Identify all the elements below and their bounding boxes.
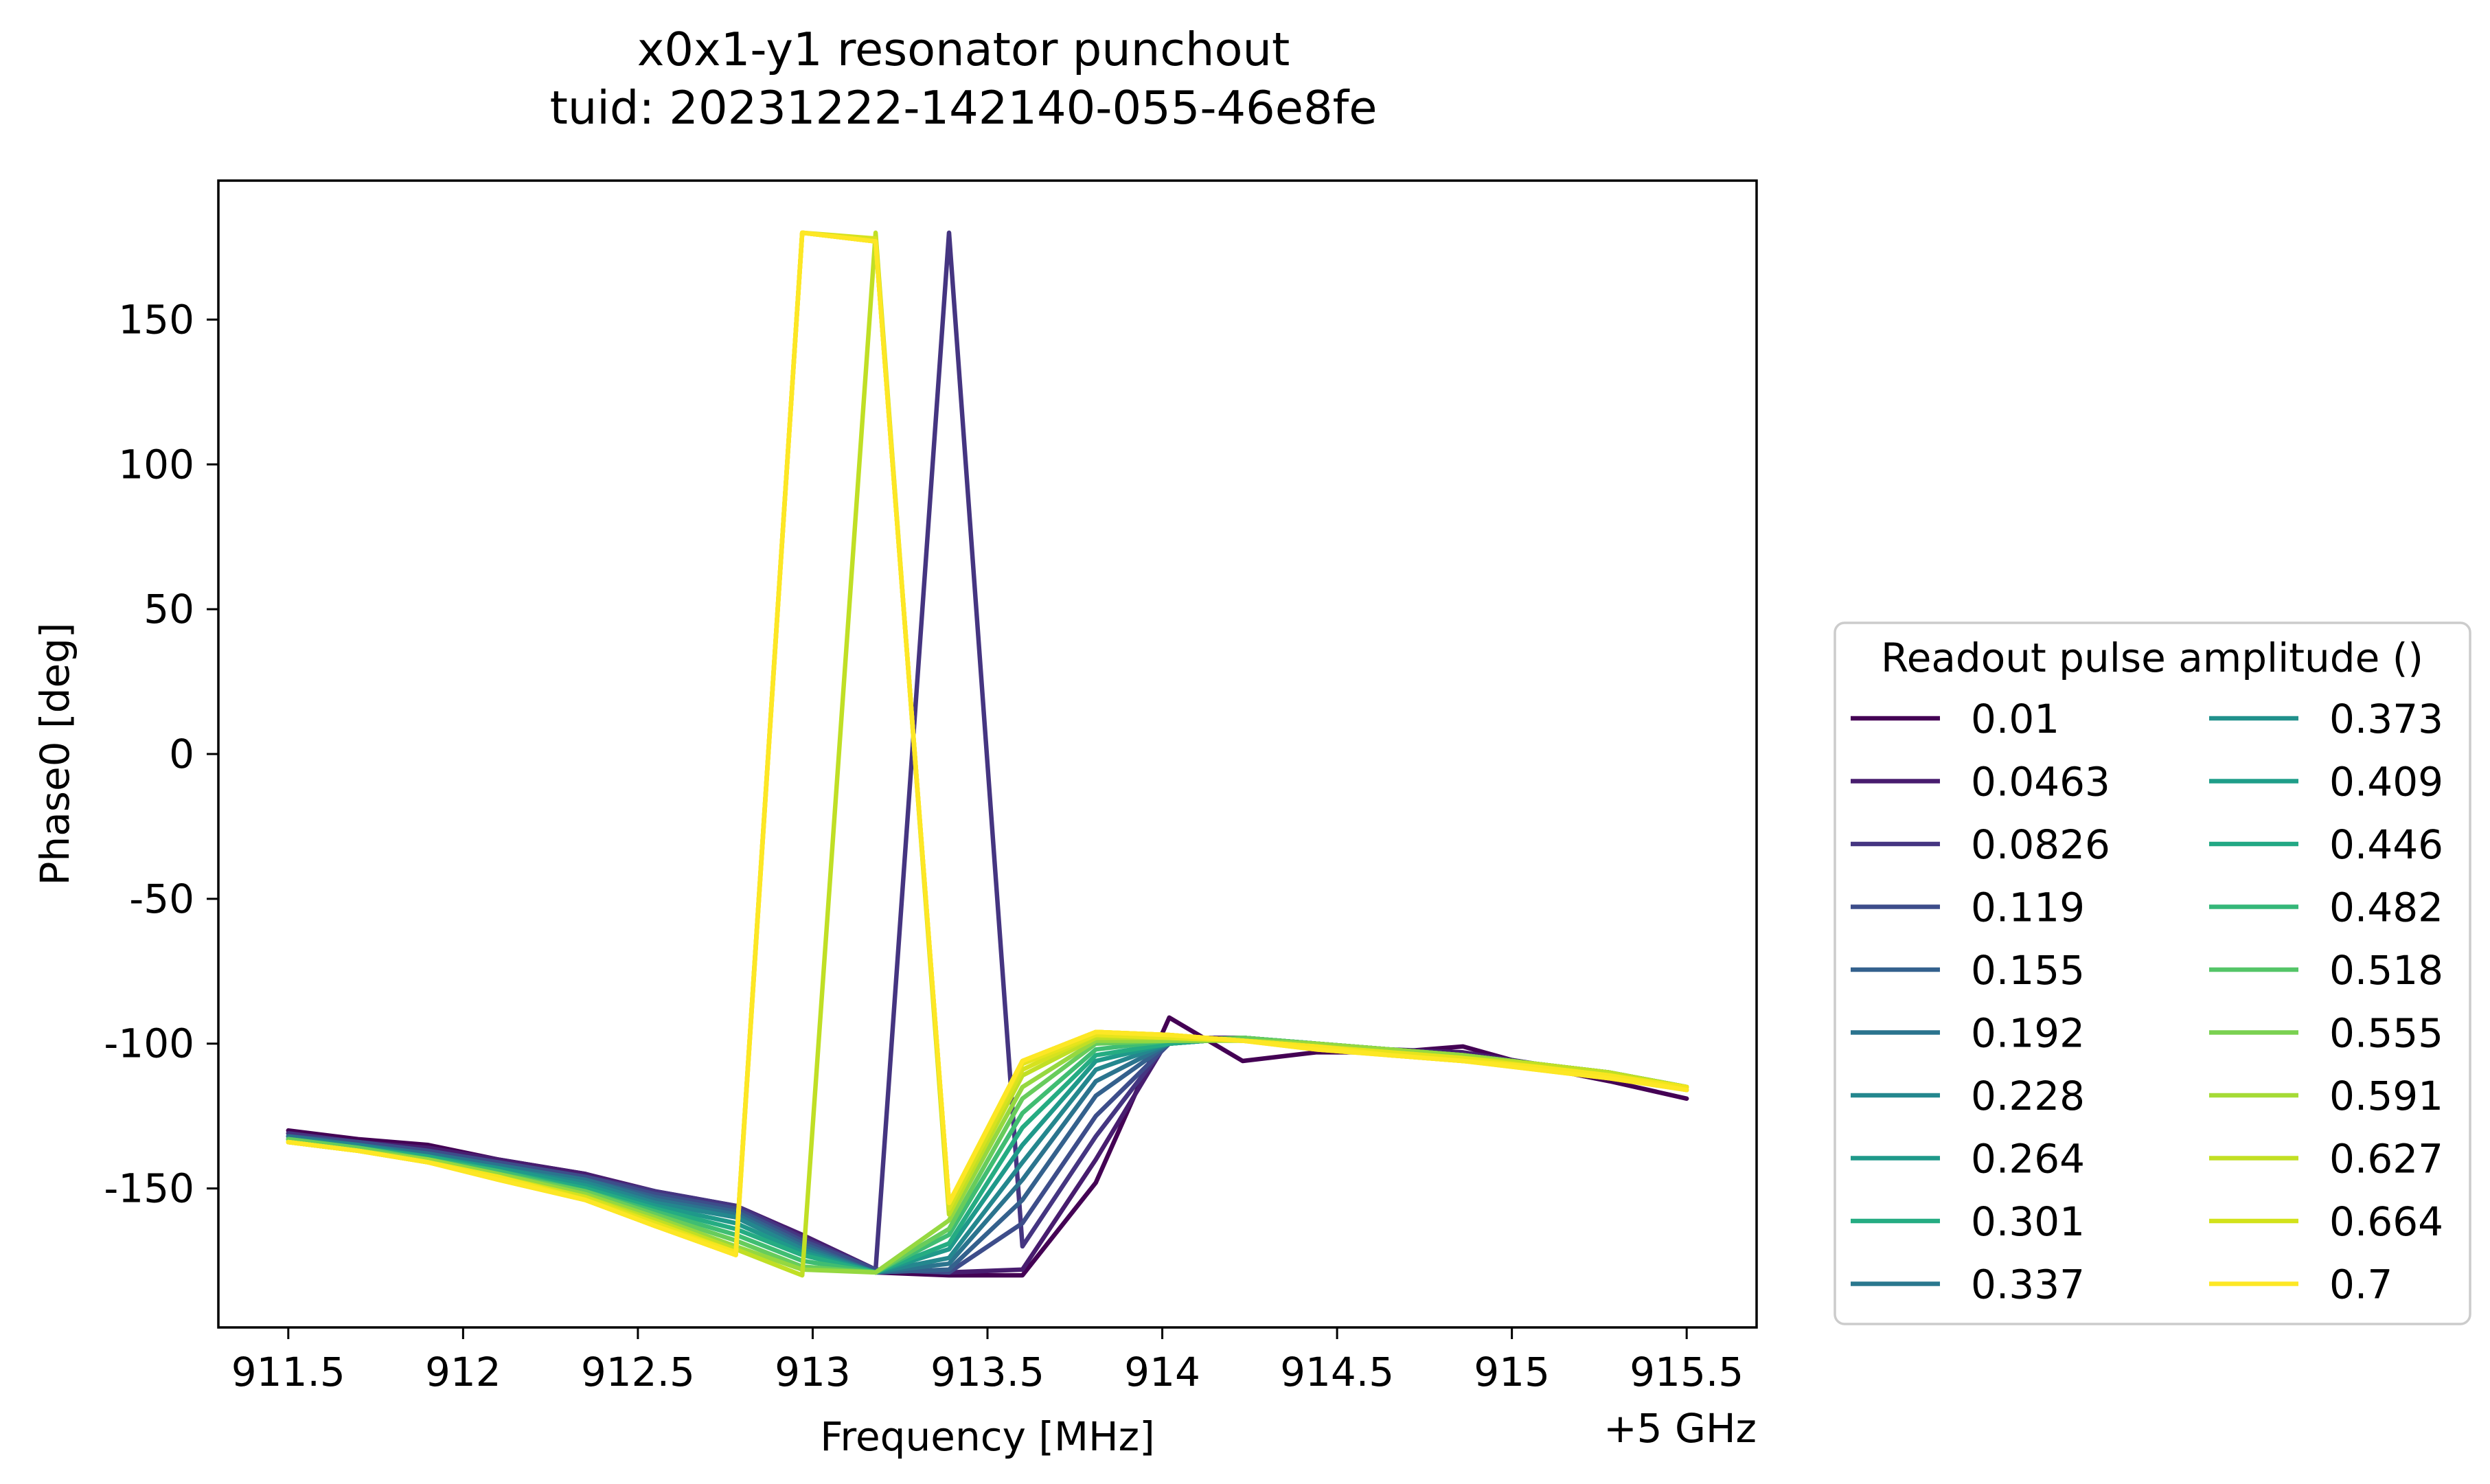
- legend-label: 0.192: [1971, 1010, 2085, 1057]
- legend-label: 0.664: [2329, 1198, 2443, 1245]
- legend-label: 0.264: [1971, 1136, 2085, 1183]
- legend-label: 0.0463: [1971, 759, 2110, 806]
- x-axis: 911.5 912 912.5 913 913.5 914 914.5 915 915.5: [231, 1327, 1744, 1395]
- y-tick-label: -100: [104, 1020, 194, 1067]
- legend-label: 0.01: [1971, 696, 2059, 742]
- legend-label: 0.409: [2329, 759, 2443, 806]
- legend-label: 0.627: [2329, 1136, 2443, 1183]
- x-axis-label: Frequency [MHz]: [820, 1413, 1154, 1460]
- y-tick-label: 150: [118, 296, 194, 343]
- legend-label: 0.301: [1971, 1198, 2085, 1245]
- x-tick-label: 912: [425, 1349, 501, 1395]
- legend-label: 0.228: [1971, 1073, 2085, 1119]
- legend-label: 0.7: [2329, 1262, 2392, 1308]
- y-tick-label: 50: [144, 586, 194, 632]
- x-axis-offset-label: +5 GHz: [1603, 1405, 1757, 1452]
- legend-label: 0.373: [2329, 696, 2443, 742]
- y-tick-label: -50: [129, 876, 194, 922]
- series-line-0.7: [286, 230, 1689, 1257]
- series-line-0.409: [286, 1038, 1689, 1275]
- x-tick-label: 913.5: [930, 1349, 1044, 1395]
- legend-label: 0.591: [2329, 1073, 2443, 1119]
- series-lines: [286, 230, 1689, 1278]
- x-tick-label: 915: [1474, 1349, 1550, 1395]
- x-tick-label: 915.5: [1630, 1349, 1744, 1395]
- legend-label: 0.482: [2329, 884, 2443, 931]
- x-tick-label: 914.5: [1280, 1349, 1394, 1395]
- y-axis: 150 100 50 0 -50 -100 -150: [104, 296, 218, 1212]
- y-axis-label: Phase0 [deg]: [32, 622, 78, 885]
- y-tick-label: 100: [118, 441, 194, 488]
- legend-title: Readout pulse amplitude (): [1881, 635, 2423, 681]
- legend-label: 0.119: [1971, 884, 2085, 931]
- legend-label: 0.555: [2329, 1010, 2443, 1057]
- y-tick-label: -150: [104, 1165, 194, 1212]
- legend-label: 0.0826: [1971, 821, 2110, 868]
- y-tick-label: 0: [169, 731, 194, 777]
- chart-title: x0x1-y1 resonator punchout: [637, 23, 1290, 76]
- chart-subtitle: tuid: 20231222-142140-055-46e8fe: [550, 81, 1378, 135]
- x-tick-label: 914: [1124, 1349, 1200, 1395]
- x-tick-label: 911.5: [231, 1349, 345, 1395]
- x-tick-label: 912.5: [581, 1349, 695, 1395]
- legend-frame: [1834, 621, 2471, 1325]
- series-line-0.0463: [286, 1036, 1689, 1275]
- legend: Readout pulse amplitude () 0.01 0.0463 0.0…: [1834, 621, 2471, 1325]
- x-tick-label: 913: [775, 1349, 851, 1395]
- legend-label: 0.155: [1971, 947, 2085, 994]
- legend-label: 0.518: [2329, 947, 2443, 994]
- legend-label: 0.446: [2329, 821, 2443, 868]
- legend-label: 0.337: [1971, 1262, 2085, 1308]
